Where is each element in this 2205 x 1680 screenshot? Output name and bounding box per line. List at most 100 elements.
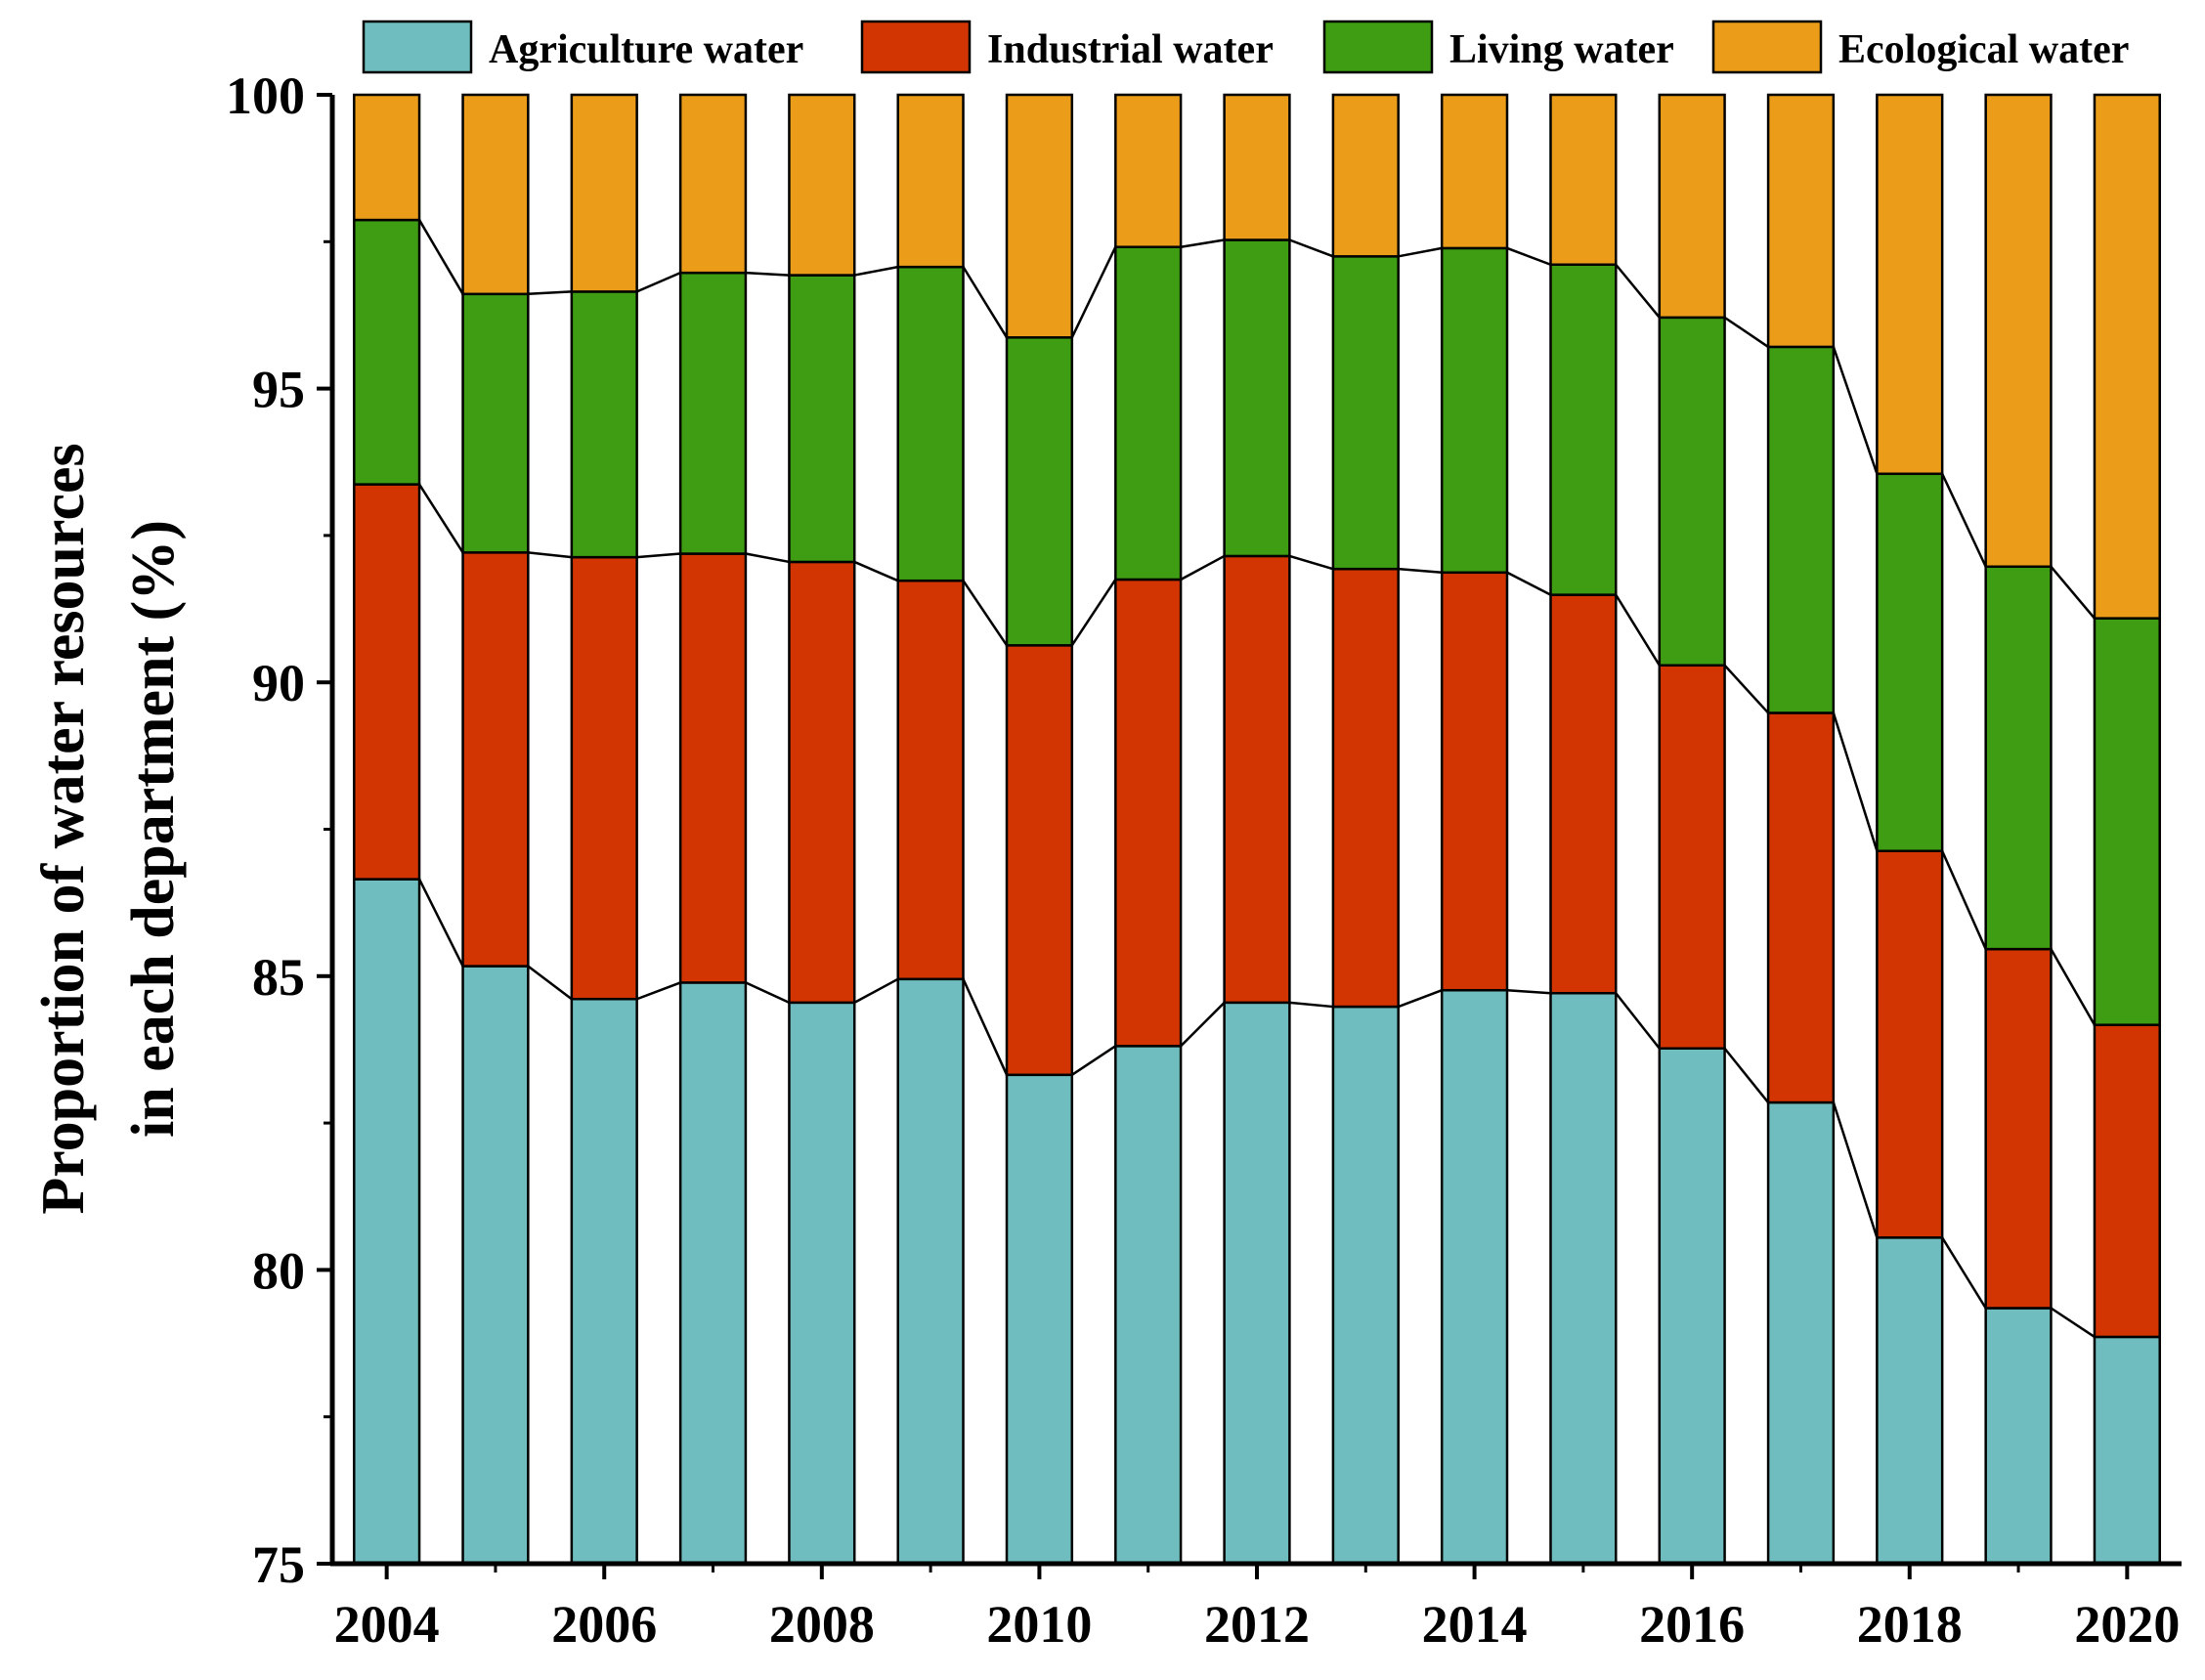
bar-living-water-2008 (788, 274, 856, 564)
connector-living-water-2005 (528, 290, 572, 296)
connector-industrial-water-2012 (1289, 554, 1334, 571)
bar-living-water-2019 (1984, 565, 2053, 951)
bar-agriculture-water-2012 (1223, 1001, 1291, 1566)
bar-ecological-water-2014 (1440, 93, 1509, 250)
connector-living-water-2004 (417, 219, 464, 295)
connector-industrial-water-2014 (1506, 571, 1552, 596)
bar-living-water-2018 (1876, 472, 1944, 852)
bar-industrial-water-2005 (461, 551, 530, 968)
bar-agriculture-water-2013 (1331, 1005, 1400, 1566)
bar-industrial-water-2019 (1984, 947, 2053, 1310)
x-tick-label-2020: 2020 (2074, 1595, 2180, 1654)
connector-industrial-water-2017 (1832, 712, 1879, 852)
connector-living-water-2014 (1506, 246, 1551, 266)
bar-ecological-water-2019 (1984, 93, 2053, 569)
x-tick-label-2012: 2012 (1204, 1595, 1310, 1654)
bar-agriculture-water-2017 (1766, 1100, 1836, 1566)
x-tick-label-2014: 2014 (1422, 1595, 1528, 1654)
connector-living-water-2019 (2050, 565, 2096, 620)
connector-living-water-2006 (636, 272, 681, 293)
connector-living-water-2018 (1941, 473, 1987, 568)
bar-industrial-water-2010 (1005, 644, 1074, 1077)
bar-living-water-2010 (1005, 336, 1074, 647)
connector-living-water-2012 (1288, 238, 1334, 258)
connector-industrial-water-2007 (745, 552, 790, 564)
y-tick-label-85: 85 (252, 948, 305, 1007)
connector-industrial-water-2015 (1615, 593, 1661, 667)
bar-living-water-2012 (1223, 238, 1291, 558)
bar-ecological-water-2010 (1005, 93, 1074, 339)
bar-living-water-2011 (1114, 245, 1183, 582)
bar-ecological-water-2006 (570, 93, 638, 293)
bar-agriculture-water-2018 (1876, 1236, 1944, 1566)
bar-industrial-water-2016 (1658, 664, 1726, 1051)
bar-living-water-2016 (1658, 316, 1726, 668)
connector-industrial-water-2013 (1398, 567, 1443, 575)
connector-agriculture-water-2011 (1180, 1001, 1226, 1048)
connector-industrial-water-2010 (1070, 579, 1117, 647)
legend-label-industrial-water: Industrial water (987, 27, 1274, 72)
bar-living-water-2007 (678, 271, 748, 555)
connector-agriculture-water-2012 (1289, 1001, 1334, 1009)
bar-ecological-water-2018 (1876, 93, 1944, 476)
connector-agriculture-water-2008 (853, 977, 899, 1004)
bar-living-water-2004 (353, 218, 421, 486)
bar-ecological-water-2015 (1549, 93, 1618, 266)
y-ticks: 75 80 85 90 95 100 (226, 66, 332, 1594)
bar-agriculture-water-2019 (1984, 1307, 2053, 1566)
bar-industrial-water-2006 (570, 555, 638, 1001)
connector-living-water-2007 (745, 271, 790, 277)
bar-living-water-2013 (1331, 255, 1400, 571)
y-axis-title-line2: in each department (%) (120, 520, 187, 1138)
bar-ecological-water-2017 (1766, 93, 1836, 349)
bar-agriculture-water-2004 (353, 878, 421, 1566)
bar-living-water-2020 (2093, 617, 2161, 1026)
bar-ecological-water-2012 (1223, 93, 1291, 241)
bar-living-water-2017 (1766, 345, 1836, 714)
y-tick-label-100: 100 (226, 66, 305, 125)
bar-agriculture-water-2011 (1114, 1045, 1183, 1566)
connector-agriculture-water-2005 (527, 965, 573, 1001)
bar-living-water-2006 (570, 290, 638, 559)
legend-label-agriculture-water: Agriculture water (489, 27, 803, 72)
bar-ecological-water-2009 (896, 93, 965, 269)
bar-agriculture-water-2008 (788, 1001, 856, 1566)
y-tick-label-95: 95 (252, 361, 305, 419)
legend-swatch-industrial-water (860, 20, 972, 74)
bar-ecological-water-2011 (1114, 93, 1183, 248)
connector-living-water-2010 (1070, 246, 1117, 338)
connector-living-water-2011 (1180, 238, 1225, 248)
bar-industrial-water-2014 (1440, 571, 1509, 992)
bar-ecological-water-2020 (2093, 93, 2161, 620)
connector-living-water-2015 (1615, 263, 1661, 319)
connector-living-water-2008 (853, 265, 898, 277)
bar-living-water-2005 (461, 292, 530, 554)
bar-agriculture-water-2010 (1005, 1073, 1074, 1566)
y-axis-title-line1: Proportion of water resources (30, 443, 97, 1214)
connector-living-water-2016 (1723, 316, 1769, 348)
connector-living-water-2013 (1398, 246, 1443, 258)
connector-industrial-water-2018 (1941, 850, 1987, 950)
bar-living-water-2014 (1440, 246, 1509, 575)
bar-agriculture-water-2006 (570, 998, 638, 1566)
connector-agriculture-water-2015 (1615, 992, 1661, 1050)
bar-agriculture-water-2005 (461, 965, 530, 1566)
connector-agriculture-water-2014 (1506, 988, 1551, 995)
bar-ecological-water-2016 (1658, 93, 1726, 320)
bar-industrial-water-2009 (896, 579, 965, 981)
bar-ecological-water-2008 (788, 93, 856, 277)
x-tick-label-2018: 2018 (1857, 1595, 1963, 1654)
x-tick-label-2004: 2004 (334, 1595, 440, 1654)
bar-industrial-water-2008 (788, 560, 856, 1005)
connector-industrial-water-2019 (2050, 948, 2097, 1026)
bar-ecological-water-2004 (353, 93, 421, 222)
bar-industrial-water-2020 (2093, 1023, 2161, 1339)
bar-agriculture-water-2015 (1549, 991, 1618, 1566)
bar-agriculture-water-2014 (1440, 988, 1509, 1566)
bar-industrial-water-2012 (1223, 554, 1291, 1005)
x-tick-label-2008: 2008 (769, 1595, 875, 1654)
connector-agriculture-water-2017 (1832, 1101, 1879, 1238)
legend: Agriculture water Industrial water Living … (362, 20, 2129, 74)
x-tick-label-2006: 2006 (551, 1595, 657, 1654)
connector-agriculture-water-2006 (636, 981, 681, 1001)
